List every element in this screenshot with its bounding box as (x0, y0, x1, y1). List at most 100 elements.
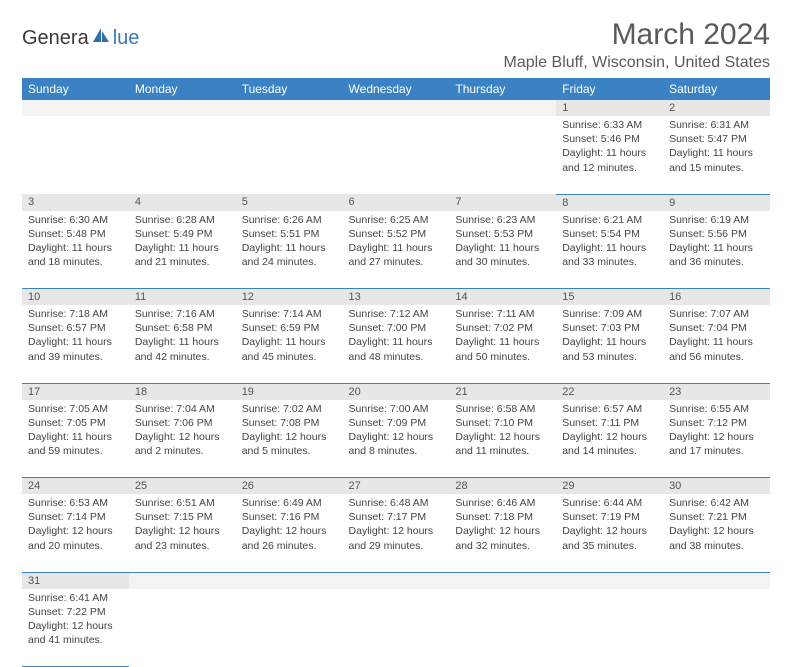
daynum-row: 17181920212223 (22, 383, 770, 400)
daylight-text: Daylight: 12 hours and 26 minutes. (242, 524, 337, 552)
daynum-row: 12 (22, 100, 770, 116)
day-number-cell: 21 (449, 383, 556, 400)
day-number-cell: 2 (663, 100, 770, 116)
daylight-text: Daylight: 11 hours and 59 minutes. (28, 430, 123, 458)
dayhdr-thu: Thursday (449, 78, 556, 100)
sunrise-text: Sunrise: 6:53 AM (28, 496, 123, 510)
day-number-cell: 4 (129, 194, 236, 211)
sunset-text: Sunset: 7:02 PM (455, 321, 550, 335)
sunrise-text: Sunrise: 7:00 AM (349, 402, 444, 416)
day-header-row: Sunday Monday Tuesday Wednesday Thursday… (22, 78, 770, 100)
day-number-cell: 9 (663, 194, 770, 211)
sunset-text: Sunset: 7:14 PM (28, 510, 123, 524)
day-cell: Sunrise: 7:07 AMSunset: 7:04 PMDaylight:… (663, 305, 770, 383)
day-cell: Sunrise: 7:11 AMSunset: 7:02 PMDaylight:… (449, 305, 556, 383)
day-cell: Sunrise: 6:28 AMSunset: 5:49 PMDaylight:… (129, 211, 236, 289)
sunrise-text: Sunrise: 7:18 AM (28, 307, 123, 321)
logo-text-dark: Genera (22, 27, 89, 50)
day-cell: Sunrise: 6:25 AMSunset: 5:52 PMDaylight:… (343, 211, 450, 289)
day-cell-content: Sunrise: 6:51 AMSunset: 7:15 PMDaylight:… (129, 494, 236, 557)
day-number-cell: 7 (449, 194, 556, 211)
sunrise-text: Sunrise: 6:49 AM (242, 496, 337, 510)
day-cell-content: Sunrise: 7:07 AMSunset: 7:04 PMDaylight:… (663, 305, 770, 368)
day-cell: Sunrise: 7:12 AMSunset: 7:00 PMDaylight:… (343, 305, 450, 383)
day-cell-content: Sunrise: 6:41 AMSunset: 7:22 PMDaylight:… (22, 589, 129, 652)
sunrise-text: Sunrise: 6:41 AM (28, 591, 123, 605)
day-number-cell: 31 (22, 572, 129, 589)
sunrise-text: Sunrise: 7:12 AM (349, 307, 444, 321)
daylight-text: Daylight: 12 hours and 35 minutes. (562, 524, 657, 552)
day-cell (129, 116, 236, 194)
day-number-cell: 17 (22, 383, 129, 400)
day-cell: Sunrise: 6:51 AMSunset: 7:15 PMDaylight:… (129, 494, 236, 572)
day-cell (22, 116, 129, 194)
day-cell: Sunrise: 7:05 AMSunset: 7:05 PMDaylight:… (22, 400, 129, 478)
day-number-cell: 18 (129, 383, 236, 400)
day-number-cell (449, 100, 556, 116)
daylight-text: Daylight: 11 hours and 24 minutes. (242, 241, 337, 269)
day-number-cell (22, 100, 129, 116)
sunrise-text: Sunrise: 6:25 AM (349, 213, 444, 227)
day-cell-content: Sunrise: 6:19 AMSunset: 5:56 PMDaylight:… (663, 211, 770, 274)
day-cell-content: Sunrise: 6:25 AMSunset: 5:52 PMDaylight:… (343, 211, 450, 274)
sunset-text: Sunset: 5:56 PM (669, 227, 764, 241)
daynum-row: 10111213141516 (22, 289, 770, 306)
sunset-text: Sunset: 7:06 PM (135, 416, 230, 430)
day-cell-content: Sunrise: 7:05 AMSunset: 7:05 PMDaylight:… (22, 400, 129, 463)
day-cell: Sunrise: 6:31 AMSunset: 5:47 PMDaylight:… (663, 116, 770, 194)
day-number-cell: 10 (22, 289, 129, 306)
day-cell-content: Sunrise: 6:58 AMSunset: 7:10 PMDaylight:… (449, 400, 556, 463)
daylight-text: Daylight: 12 hours and 29 minutes. (349, 524, 444, 552)
daylight-text: Daylight: 12 hours and 32 minutes. (455, 524, 550, 552)
daylight-text: Daylight: 11 hours and 45 minutes. (242, 335, 337, 363)
daylight-text: Daylight: 12 hours and 8 minutes. (349, 430, 444, 458)
day-cell: Sunrise: 6:42 AMSunset: 7:21 PMDaylight:… (663, 494, 770, 572)
day-cell (449, 116, 556, 194)
day-cell-content: Sunrise: 7:14 AMSunset: 6:59 PMDaylight:… (236, 305, 343, 368)
daylight-text: Daylight: 12 hours and 23 minutes. (135, 524, 230, 552)
daynum-row: 24252627282930 (22, 478, 770, 495)
day-cell-content: Sunrise: 6:26 AMSunset: 5:51 PMDaylight:… (236, 211, 343, 274)
day-number-cell (663, 572, 770, 589)
day-number-cell: 8 (556, 194, 663, 211)
sunset-text: Sunset: 7:05 PM (28, 416, 123, 430)
sunset-text: Sunset: 7:03 PM (562, 321, 657, 335)
sunrise-text: Sunrise: 6:28 AM (135, 213, 230, 227)
day-cell: Sunrise: 7:18 AMSunset: 6:57 PMDaylight:… (22, 305, 129, 383)
day-cell (556, 589, 663, 667)
day-cell-content: Sunrise: 7:18 AMSunset: 6:57 PMDaylight:… (22, 305, 129, 368)
sunset-text: Sunset: 7:00 PM (349, 321, 444, 335)
daylight-text: Daylight: 11 hours and 56 minutes. (669, 335, 764, 363)
day-number-cell: 6 (343, 194, 450, 211)
calendar-table: Sunday Monday Tuesday Wednesday Thursday… (22, 78, 770, 667)
day-cell: Sunrise: 6:53 AMSunset: 7:14 PMDaylight:… (22, 494, 129, 572)
logo-text-blue: lue (113, 27, 140, 50)
day-cell: Sunrise: 6:19 AMSunset: 5:56 PMDaylight:… (663, 211, 770, 289)
sunrise-text: Sunrise: 6:51 AM (135, 496, 230, 510)
day-cell-content: Sunrise: 6:46 AMSunset: 7:18 PMDaylight:… (449, 494, 556, 557)
daylight-text: Daylight: 12 hours and 38 minutes. (669, 524, 764, 552)
day-cell-content: Sunrise: 7:00 AMSunset: 7:09 PMDaylight:… (343, 400, 450, 463)
sunset-text: Sunset: 6:58 PM (135, 321, 230, 335)
sunset-text: Sunset: 7:15 PM (135, 510, 230, 524)
content-row: Sunrise: 6:33 AMSunset: 5:46 PMDaylight:… (22, 116, 770, 194)
day-number-cell: 12 (236, 289, 343, 306)
day-cell (663, 589, 770, 667)
title-block: March 2024 Maple Bluff, Wisconsin, Unite… (504, 18, 771, 72)
day-cell-content: Sunrise: 6:28 AMSunset: 5:49 PMDaylight:… (129, 211, 236, 274)
daylight-text: Daylight: 12 hours and 11 minutes. (455, 430, 550, 458)
day-cell: Sunrise: 6:55 AMSunset: 7:12 PMDaylight:… (663, 400, 770, 478)
day-cell (449, 589, 556, 667)
daylight-text: Daylight: 11 hours and 36 minutes. (669, 241, 764, 269)
daylight-text: Daylight: 12 hours and 17 minutes. (669, 430, 764, 458)
day-number-cell: 22 (556, 383, 663, 400)
day-number-cell (129, 100, 236, 116)
day-cell-content: Sunrise: 6:33 AMSunset: 5:46 PMDaylight:… (556, 116, 663, 179)
day-cell-content: Sunrise: 6:23 AMSunset: 5:53 PMDaylight:… (449, 211, 556, 274)
day-number-cell: 15 (556, 289, 663, 306)
sunset-text: Sunset: 7:11 PM (562, 416, 657, 430)
day-cell: Sunrise: 6:33 AMSunset: 5:46 PMDaylight:… (556, 116, 663, 194)
sunrise-text: Sunrise: 7:16 AM (135, 307, 230, 321)
day-cell: Sunrise: 6:30 AMSunset: 5:48 PMDaylight:… (22, 211, 129, 289)
sunset-text: Sunset: 6:57 PM (28, 321, 123, 335)
